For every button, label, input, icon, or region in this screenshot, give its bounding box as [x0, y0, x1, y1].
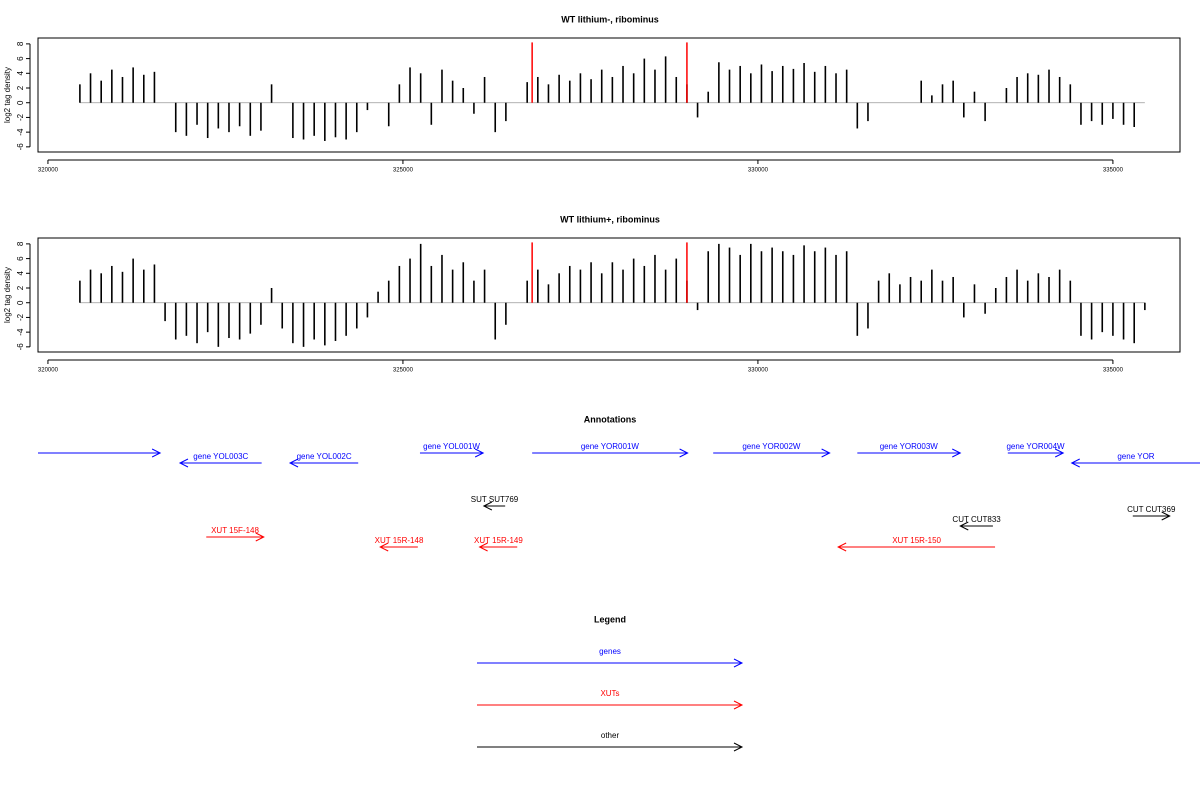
y-tick-label: 0	[16, 100, 25, 105]
feature-label: gene YOR003W	[880, 442, 939, 451]
y-tick-label: 6	[16, 256, 25, 261]
feature-label: XUT 15F-148	[211, 526, 259, 535]
feature-label: XUT 15R-149	[474, 536, 523, 545]
y-axis-label: log2 tag density	[3, 67, 12, 123]
feature-arrow-head	[959, 521, 969, 531]
x-tick-label: 335000	[1103, 368, 1124, 374]
y-tick-label: -6	[16, 343, 25, 351]
y-tick-label: -6	[16, 143, 25, 151]
feature-label: gene YOL002C	[297, 452, 352, 461]
feature-arrow-head	[288, 458, 299, 468]
feature-arrow-head	[379, 542, 389, 552]
feature-arrow-head	[1054, 448, 1065, 458]
y-tick-label: 4	[16, 71, 25, 76]
x-tick-label: 325000	[393, 368, 414, 374]
y-tick-label: 8	[16, 41, 25, 46]
chart-title: WT lithium+, ribominus	[560, 214, 660, 224]
legend-label: other	[601, 731, 620, 740]
feature-arrow-head	[1161, 511, 1171, 521]
feature-arrow-head	[178, 458, 189, 468]
legend-arrow-head	[733, 658, 744, 668]
y-tick-label: 6	[16, 56, 25, 61]
feature-label: CUT CUT833	[952, 515, 1001, 524]
legend-title: Legend	[594, 614, 626, 624]
x-tick-label: 320000	[38, 368, 59, 374]
feature-label: SUT SUT769	[471, 495, 519, 504]
y-tick-label: -4	[16, 128, 25, 136]
feature-label: gene YOR001W	[581, 442, 640, 451]
legend-label: XUTs	[600, 689, 619, 698]
y-tick-label: 0	[16, 300, 25, 305]
feature-arrow-head	[837, 542, 847, 552]
feature-label: gene YOR002W	[742, 442, 801, 451]
x-tick-label: 330000	[748, 168, 769, 174]
legend-arrow-head	[733, 700, 744, 710]
feature-arrow-head	[151, 448, 162, 458]
legend-arrow-head	[733, 742, 744, 752]
feature-arrow-head	[255, 532, 265, 542]
x-tick-label: 320000	[38, 168, 59, 174]
feature-label: gene YOL001W	[423, 442, 480, 451]
feature-label: XUT 15R-148	[375, 536, 424, 545]
plot-frame	[37, 37, 1181, 153]
y-tick-label: 2	[16, 285, 25, 290]
feature-label: CUT CUT369	[1127, 505, 1176, 514]
chart-title: WT lithium-, ribominus	[561, 14, 659, 24]
feature-arrow-head	[952, 448, 962, 458]
feature-arrow-head	[679, 448, 689, 458]
x-tick-label: 325000	[393, 168, 414, 174]
y-axis-label: log2 tag density	[3, 267, 12, 323]
x-tick-label: 335000	[1103, 168, 1124, 174]
feature-label: gene YOL003C	[193, 452, 248, 461]
y-tick-label: -2	[16, 313, 25, 321]
feature-arrow-head	[821, 448, 831, 458]
legend-label: genes	[599, 647, 621, 656]
y-tick-label: 8	[16, 241, 25, 246]
feature-label: gene YOR	[1117, 452, 1154, 461]
annotations-title: Annotations	[584, 414, 637, 424]
y-tick-label: -4	[16, 328, 25, 336]
feature-arrow-head	[482, 501, 493, 511]
plot-frame	[37, 237, 1181, 353]
feature-arrow-head	[474, 448, 485, 458]
feature-arrow-head	[1070, 458, 1080, 468]
y-tick-label: 2	[16, 85, 25, 90]
feature-label: XUT 15R-150	[892, 536, 941, 545]
y-tick-label: -2	[16, 113, 25, 121]
x-tick-label: 330000	[748, 368, 769, 374]
y-tick-label: 4	[16, 271, 25, 276]
feature-arrow-head	[478, 542, 488, 552]
feature-label: gene YOR004W	[1006, 442, 1065, 451]
